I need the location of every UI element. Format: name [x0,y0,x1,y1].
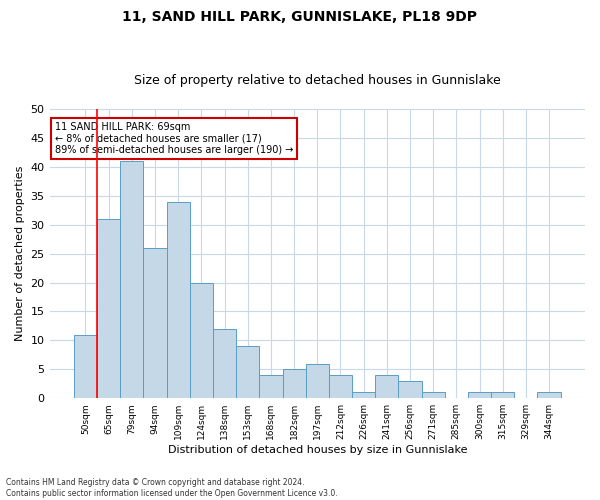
Bar [236,346,259,398]
Bar [190,282,213,398]
Text: Contains HM Land Registry data © Crown copyright and database right 2024.
Contai: Contains HM Land Registry data © Crown c… [6,478,338,498]
Bar [491,392,514,398]
Text: 11 SAND HILL PARK: 69sqm
← 8% of detached houses are smaller (17)
89% of semi-de: 11 SAND HILL PARK: 69sqm ← 8% of detache… [55,122,293,155]
Bar [143,248,167,398]
Bar [375,375,398,398]
Bar [352,392,375,398]
Bar [97,219,120,398]
Bar [538,392,560,398]
Bar [329,375,352,398]
X-axis label: Distribution of detached houses by size in Gunnislake: Distribution of detached houses by size … [167,445,467,455]
Bar [167,202,190,398]
Bar [74,334,97,398]
Bar [283,370,305,398]
Bar [213,329,236,398]
Bar [305,364,329,398]
Bar [120,161,143,398]
Bar [398,381,422,398]
Bar [468,392,491,398]
Title: Size of property relative to detached houses in Gunnislake: Size of property relative to detached ho… [134,74,500,87]
Text: 11, SAND HILL PARK, GUNNISLAKE, PL18 9DP: 11, SAND HILL PARK, GUNNISLAKE, PL18 9DP [122,10,478,24]
Y-axis label: Number of detached properties: Number of detached properties [15,166,25,342]
Bar [422,392,445,398]
Bar [259,375,283,398]
